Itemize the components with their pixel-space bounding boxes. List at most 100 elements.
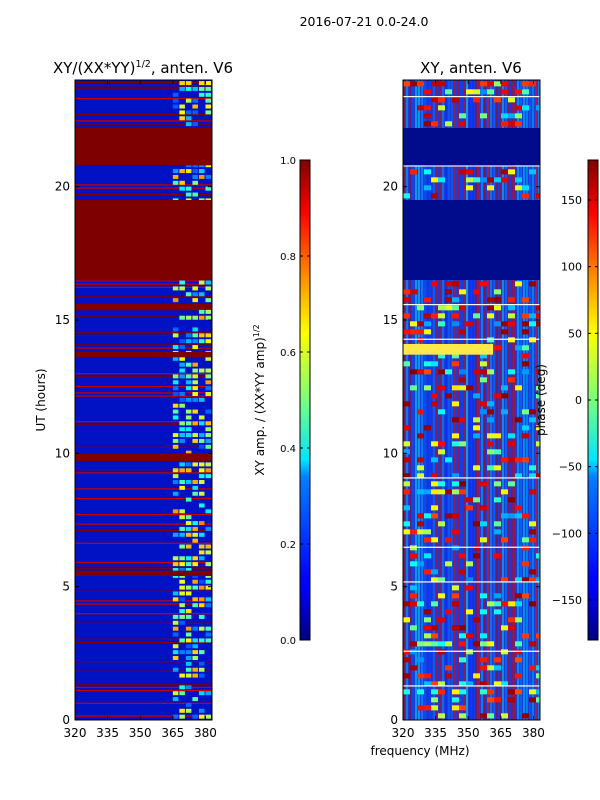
phase-cell — [445, 297, 452, 303]
amplitude-cell — [205, 544, 211, 549]
phase-cell — [473, 553, 480, 559]
amplitude-cell — [179, 180, 185, 185]
phase-cell — [515, 641, 522, 647]
phase-cell — [529, 641, 536, 647]
amplitude-cell — [192, 650, 198, 655]
phase-cell — [522, 561, 529, 567]
phase-cell — [459, 705, 466, 711]
amplitude-cell — [185, 462, 192, 467]
phase-cell — [417, 433, 424, 439]
phase-cell — [445, 665, 452, 671]
phase-cell — [452, 385, 459, 391]
phase-cell — [452, 593, 459, 599]
phase-cell — [501, 577, 508, 583]
phase-cell — [452, 489, 459, 495]
phase-cell — [487, 185, 494, 191]
phase-cell — [466, 577, 473, 583]
phase-streak — [481, 80, 483, 720]
phase-gap-line — [403, 338, 540, 340]
phase-streak — [421, 80, 423, 720]
phase-cell — [445, 289, 452, 295]
phase-cell — [494, 81, 501, 87]
phase-cell — [424, 169, 431, 175]
phase-cell — [438, 409, 445, 415]
phase-cell — [529, 537, 536, 543]
phase-cell — [424, 89, 431, 95]
amplitude-cell — [179, 562, 185, 567]
amplitude-cell — [179, 673, 185, 678]
amplitude-noise-line — [75, 376, 212, 378]
amplitude-noise-line — [75, 424, 212, 426]
phase-cell — [536, 193, 540, 199]
phase-streak — [523, 80, 525, 720]
phase-cell — [536, 105, 540, 111]
phase-streak — [493, 80, 495, 720]
phase-cell — [438, 385, 445, 391]
amplitude-cell — [198, 579, 205, 584]
phase-cell — [515, 177, 522, 183]
amplitude-cell — [192, 714, 198, 719]
amplitude-cell — [179, 433, 185, 438]
amplitude-noise-line — [75, 469, 212, 471]
amplitude-cell — [185, 122, 192, 127]
phase-cell — [403, 361, 410, 367]
phase-cell — [487, 697, 494, 703]
phase-cell — [473, 641, 480, 647]
amplitude-noise-line — [75, 395, 212, 397]
amplitude-cell — [185, 315, 192, 320]
amplitude-noise-line — [75, 421, 212, 423]
phase-cell — [529, 81, 536, 87]
phase-cell — [536, 393, 540, 399]
amplitude-cell — [185, 397, 192, 402]
phase-cell — [438, 441, 445, 447]
amplitude-xtick-label: 350 — [129, 726, 152, 740]
phase-xtick-label: 350 — [457, 726, 480, 740]
amplitude-cell — [205, 339, 211, 344]
phase-xtick-label: 365 — [489, 726, 512, 740]
amplitude-xtick-label: 380 — [194, 726, 217, 740]
phase-cell — [480, 177, 487, 183]
amplitude-cell — [179, 515, 185, 520]
phase-cell — [410, 321, 417, 327]
amplitude-cell — [172, 174, 179, 179]
phase-cell — [431, 177, 438, 183]
amplitude-ylabel: UT (hours) — [34, 368, 48, 431]
amplitude-cell — [198, 521, 205, 526]
phase-cell — [403, 601, 410, 607]
phase-cell — [501, 713, 508, 719]
phase-cell — [438, 577, 445, 583]
amplitude-cell — [179, 568, 185, 572]
phase-cell — [515, 417, 522, 423]
phase-cell — [494, 497, 501, 503]
phase-cell — [452, 585, 459, 591]
amplitude-cell — [179, 556, 185, 561]
phase-cell — [438, 97, 445, 103]
amplitude-cell — [179, 714, 185, 719]
amplitude-cell — [179, 286, 185, 291]
phase-cell — [508, 441, 515, 447]
amplitude-noise-line — [75, 373, 212, 375]
amplitude-cell — [179, 315, 185, 320]
amplitude-cell — [192, 339, 198, 344]
amplitude-cell — [179, 620, 185, 625]
phase-cell — [508, 321, 515, 327]
amplitude-cell — [179, 403, 185, 408]
phase-cell — [494, 97, 501, 103]
amplitude-cell — [192, 538, 198, 543]
phase-cell — [431, 393, 438, 399]
phase-cell — [452, 353, 459, 359]
phase-cell — [452, 297, 459, 303]
phase-gap-line — [403, 581, 540, 583]
phase-cell — [424, 553, 431, 559]
amplitude-noise-line — [75, 472, 212, 474]
phase-xtick-label: 335 — [424, 726, 447, 740]
phase-cell — [487, 601, 494, 607]
phase-cell — [515, 593, 522, 599]
phase-ytick-label: 15 — [383, 313, 398, 327]
phase-cell — [508, 601, 515, 607]
amplitude-cell — [185, 544, 192, 549]
phase-cell — [403, 289, 410, 295]
amplitude-noise-line — [75, 113, 212, 116]
phase-cell — [494, 449, 501, 455]
amplitude-colorbar-ticks: 0.0 0.2 0.4 0.6 0.8 1.0 — [280, 156, 310, 647]
